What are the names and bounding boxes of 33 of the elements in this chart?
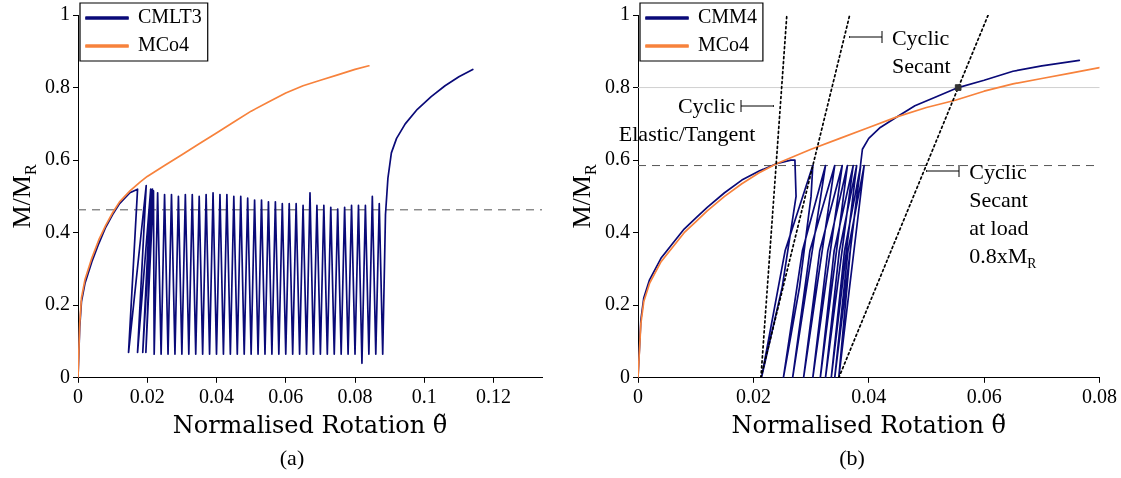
x-tick-label: 0.1 bbox=[411, 385, 437, 408]
x-tick-label: 0.08 bbox=[1082, 385, 1117, 408]
y-tick-label: 1 bbox=[60, 2, 70, 25]
x-tick-label: 0.04 bbox=[851, 385, 887, 408]
legend-label: CMM4 bbox=[698, 5, 757, 28]
x-tick-label: 0.02 bbox=[129, 385, 165, 408]
text: (b) bbox=[839, 444, 865, 470]
x-tick-label: 0.08 bbox=[337, 385, 373, 408]
y-tick-label: 1 bbox=[620, 2, 630, 25]
y-tick-label: 0 bbox=[60, 365, 70, 388]
x-tick-label: 0.06 bbox=[268, 385, 304, 408]
x-tick-label: 0.02 bbox=[735, 385, 771, 408]
x-tick-label: 0.06 bbox=[966, 385, 1002, 408]
x-tick-label: 0.04 bbox=[199, 385, 235, 408]
y-tick-label: 0.2 bbox=[605, 292, 630, 315]
legend-label: CMLT3 bbox=[138, 5, 202, 28]
y-tick-label: 0.4 bbox=[605, 219, 630, 242]
legend-label: MCo4 bbox=[138, 33, 190, 56]
x-axis-title: Normalised Rotation θ̃ bbox=[731, 411, 1007, 440]
x-axis-title: Normalised Rotation θ̃ bbox=[172, 411, 448, 440]
y-tick-label: 0.4 bbox=[45, 219, 70, 242]
y-tick-label: 0.6 bbox=[45, 147, 70, 170]
legend-label: MCo4 bbox=[698, 33, 750, 56]
text: (a) bbox=[279, 444, 305, 470]
y-axis-title: M/MR bbox=[567, 164, 599, 229]
y-tick-label: 0.8 bbox=[605, 74, 630, 97]
y-axis-title: M/MR bbox=[7, 164, 39, 229]
y-tick-label: 0.2 bbox=[45, 292, 70, 315]
y-tick-label: 0.6 bbox=[605, 147, 630, 170]
y-tick-label: 0 bbox=[620, 365, 630, 388]
y-tick-label: 0.8 bbox=[45, 74, 70, 97]
annotation: Cyclic Secant bbox=[891, 24, 951, 78]
x-tick-label: 0.12 bbox=[476, 385, 512, 408]
